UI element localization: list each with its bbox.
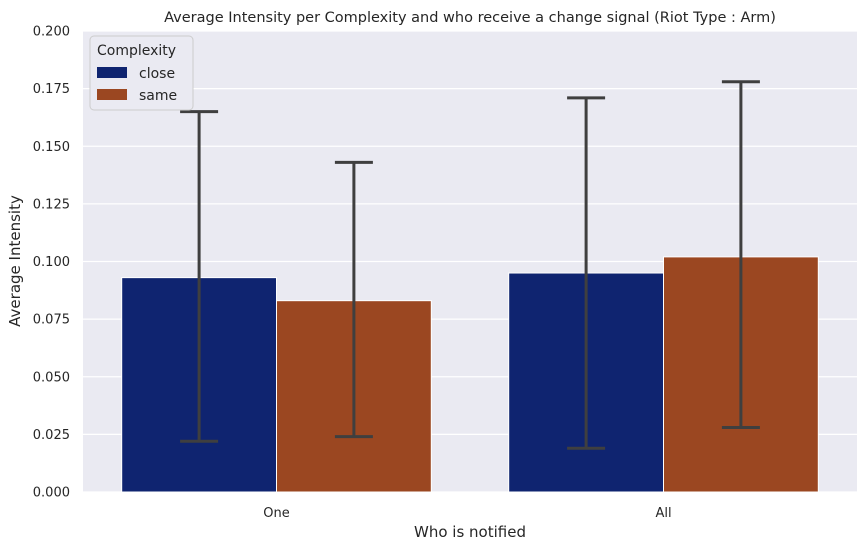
y-tick-labels: 0.000 0.025 0.050 0.075 0.100 0.125 0.150 0.175… [33, 25, 70, 501]
y-tick-label: 0.150 [33, 140, 70, 155]
y-axis-label: Average Intensity [6, 195, 24, 327]
legend-swatch-same [97, 89, 127, 100]
x-tick-labels: One All [263, 506, 671, 521]
y-tick-label: 0.075 [33, 313, 70, 328]
y-tick-label: 0.000 [33, 486, 70, 501]
x-axis-label: Who is notified [414, 523, 526, 541]
y-tick-label: 0.125 [33, 197, 70, 212]
y-tick-label: 0.025 [33, 428, 70, 443]
legend-swatch-close [97, 67, 127, 78]
legend: Complexity close same [89, 35, 194, 111]
y-tick-label: 0.175 [33, 82, 70, 97]
legend-title: Complexity [97, 43, 176, 59]
y-tick-label: 0.100 [33, 255, 70, 270]
legend-label-same: same [139, 88, 177, 104]
y-tick-label: 0.050 [33, 370, 70, 385]
x-tick-label: One [263, 506, 289, 521]
x-tick-label: All [655, 506, 671, 521]
y-tick-label: 0.200 [33, 25, 70, 40]
chart-title: Average Intensity per Complexity and who… [164, 10, 776, 26]
legend-label-close: close [139, 66, 175, 82]
error-bars [180, 80, 760, 450]
